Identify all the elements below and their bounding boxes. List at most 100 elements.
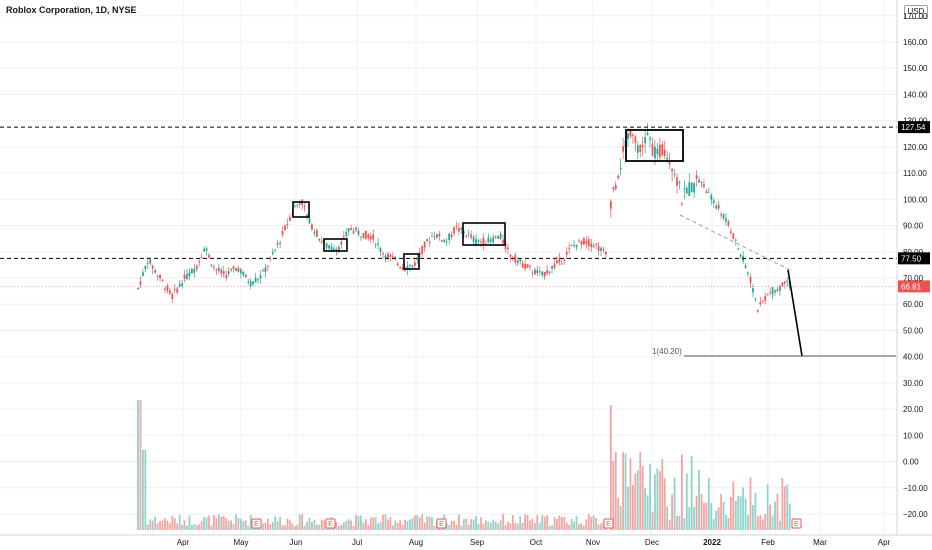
volume-bar [661, 458, 664, 530]
candle-body [585, 240, 588, 245]
volume-bar [323, 520, 326, 530]
price-tick-label: −20.00 [903, 510, 928, 519]
volume-bar [423, 522, 426, 530]
candle-body [783, 281, 786, 284]
candle-body [205, 248, 208, 251]
candle-body [274, 249, 277, 251]
volume-bar [200, 521, 203, 530]
volume-bar [191, 525, 193, 530]
candle-body [347, 228, 350, 232]
candle-body [151, 265, 154, 269]
volume-bar [712, 519, 715, 530]
volume-bar [776, 493, 779, 530]
earnings-marker-label: E [794, 521, 799, 528]
candle-body [774, 290, 776, 293]
volume-bar [240, 518, 242, 530]
currency-button[interactable]: USD [904, 5, 928, 19]
price-tick-label: 50.00 [903, 326, 924, 335]
candle-body [472, 236, 475, 242]
volume-bar [183, 520, 186, 530]
candle-body [357, 230, 360, 235]
candle-body [651, 144, 654, 156]
candle-body [200, 256, 203, 259]
candle-body [193, 268, 196, 273]
volume-bar [284, 525, 286, 530]
volume-bar [249, 515, 252, 530]
volume-bar [168, 523, 171, 530]
range-box [462, 222, 506, 246]
candle-body [712, 200, 715, 204]
volume-bar [178, 514, 181, 530]
candle-body [543, 272, 546, 277]
candle-body [139, 281, 142, 285]
candle-body [592, 245, 595, 247]
candle-body [654, 146, 656, 159]
volume-bar [433, 525, 436, 530]
volume-bar [142, 450, 144, 530]
candle-body [761, 300, 764, 302]
volume-bar [306, 521, 308, 530]
candle-body [678, 181, 681, 184]
candle-body [737, 248, 740, 250]
candle-body [487, 237, 490, 243]
time-tick-label: May [233, 538, 248, 547]
volume-bar [543, 516, 546, 530]
candle-body [502, 239, 504, 244]
candle-body [208, 254, 210, 258]
volume-bar [786, 484, 789, 530]
time-tick-label: Mar [813, 538, 827, 547]
candle-body [355, 227, 357, 231]
volume-bar [279, 516, 281, 530]
candle-body [556, 260, 558, 264]
candle-body [492, 236, 495, 243]
candle-body [465, 235, 468, 237]
candle-body [776, 289, 779, 291]
volume-bar [678, 515, 681, 530]
volume-bar [347, 519, 350, 530]
range-box [403, 253, 420, 270]
volume-bar [213, 515, 215, 530]
last-price-label: 66.81 [901, 282, 922, 291]
volume-bar [458, 514, 460, 530]
volume-bar [453, 521, 455, 530]
candle-body [627, 133, 629, 140]
volume-bar [404, 519, 406, 530]
volume-bar [685, 473, 688, 530]
volume-bar [558, 515, 561, 530]
candle-body [507, 247, 509, 250]
volume-bar [656, 468, 659, 530]
candle-body [436, 234, 438, 238]
candle-body [764, 296, 767, 301]
candle-body [372, 234, 375, 240]
volume-bar [754, 492, 757, 530]
volume-bar [489, 522, 492, 530]
candle-body [722, 213, 725, 219]
volume-bar [281, 524, 284, 530]
volume-bar [511, 515, 514, 530]
volume-bar [369, 517, 372, 530]
earnings-marker [251, 518, 262, 529]
volume-bar [632, 485, 634, 530]
level-label-bg [898, 121, 930, 134]
volume-bar [629, 458, 632, 530]
candle-body [345, 231, 348, 236]
volume-bar [707, 477, 710, 530]
volume-bar [502, 514, 504, 530]
volume-bar [646, 495, 649, 530]
volume-bar [737, 495, 740, 530]
candle-body [573, 245, 575, 247]
volume-bar [203, 516, 206, 530]
volume-bar [492, 519, 495, 530]
candle-body [644, 137, 647, 144]
candle-body [646, 132, 649, 135]
volume-bar [222, 516, 225, 530]
candle-body [391, 256, 394, 258]
candle-body [475, 239, 477, 245]
candle-body [247, 281, 250, 283]
volume-bar [666, 506, 669, 530]
candle-body [318, 238, 321, 241]
candle-body [289, 216, 291, 221]
volume-bar [357, 515, 360, 530]
price-tick-label: 20.00 [903, 405, 924, 414]
